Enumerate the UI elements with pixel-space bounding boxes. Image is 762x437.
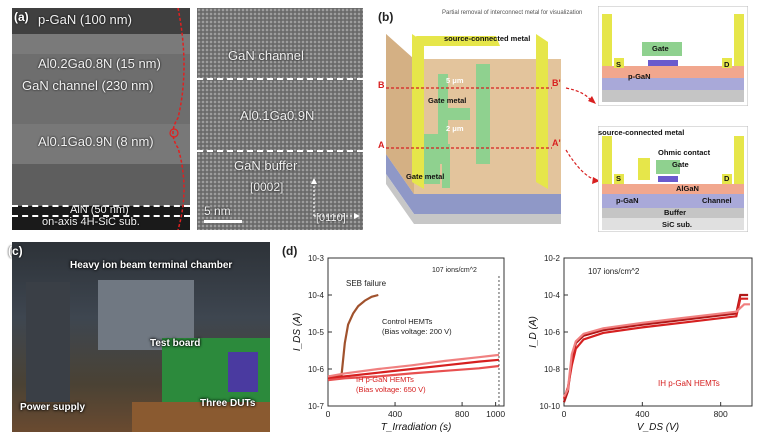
xa-channel: Channel [702, 196, 732, 205]
label-dim-5um: 5 μm [446, 76, 464, 85]
xa-buffer: Buffer [664, 208, 687, 217]
y-tick-label: 10-6 [308, 365, 325, 374]
xa-algan: AlGaN [676, 184, 699, 193]
label-gate-metal-1: Gate metal [428, 96, 467, 105]
xb-s: S [616, 60, 622, 69]
marker-a-prime: A' [552, 138, 561, 148]
y-tick-label: 10-3 [308, 254, 325, 263]
label-gate-metal-2: Gate metal [406, 172, 445, 181]
series-line [328, 293, 379, 378]
y-tick-label: 10-5 [308, 328, 325, 337]
y-tick-label: 10-8 [544, 365, 561, 374]
layer-algan-top: Al0.2Ga0.8N (15 nm) [38, 56, 161, 71]
marker-a: A [378, 140, 385, 150]
xa-ohmic: Ohmic contact [658, 148, 711, 157]
hr-gan-buffer: GaN buffer [234, 158, 298, 173]
tem-highres-image [197, 8, 363, 230]
panel-a: (a) p-GaN (100 nm) Al0.2Ga0.8N (15 nm) G… [0, 0, 372, 236]
hr-algan: Al0.1Ga0.9N [240, 108, 315, 123]
layer-pgan: p-GaN (100 nm) [38, 12, 132, 27]
x-tick-label: 800 [714, 409, 728, 419]
y-tick-label: 10-2 [544, 254, 561, 263]
layer-algan-bottom: Al0.1Ga0.9N (8 nm) [38, 134, 154, 149]
hr-dir-0110: [0110] [316, 212, 346, 224]
cross-section-b [598, 6, 748, 106]
label-power-supply: Power supply [20, 402, 86, 413]
hr-dir-0002: [0002] [250, 180, 284, 194]
panel-b: (b) Partial removal of interconnect meta… [372, 0, 762, 236]
x-tick-label: 1000 [486, 409, 505, 419]
y-tick-label: 10-4 [308, 291, 325, 300]
y-tick-label: 10-10 [540, 402, 561, 411]
xa-s: S [616, 174, 622, 183]
label-dim-2um: 2 μm [446, 124, 464, 133]
hr-scale-bar [204, 220, 242, 223]
marker-b: B [378, 80, 385, 90]
zoom-indicator [169, 8, 185, 230]
y-tick-label: 10-6 [544, 328, 561, 337]
hr-scale-label: 5 nm [204, 204, 231, 218]
tem-overview-image [12, 8, 190, 230]
label-duts: Three DUTs [200, 398, 256, 409]
x-tick-label: 0 [562, 409, 567, 419]
layer-gan-channel: GaN channel (230 nm) [22, 78, 154, 93]
label-chamber: Heavy ion beam terminal chamber [70, 260, 233, 271]
device-3d-illustration [386, 34, 561, 224]
panel-a-label: (a) [14, 10, 29, 24]
fluence-label: 107 ions/cm^2 [432, 267, 477, 274]
xa-gate: Gate [672, 160, 689, 169]
x-axis-label: V_DS (V) [637, 422, 679, 433]
ih-label-2: (Bias voltage: 650 V) [356, 385, 426, 394]
xb-gate: Gate [652, 44, 669, 53]
panel-c-label: (c) [8, 244, 23, 258]
y-tick-label: 10-7 [308, 402, 325, 411]
y-axis-label: I_D (A) [528, 316, 539, 348]
x-tick-label: 800 [455, 409, 469, 419]
fluence-label-2: 107 ions/cm^2 [588, 267, 640, 276]
panel-b-note: Partial removal of interconnect metal fo… [442, 10, 583, 16]
label-test-board: Test board [150, 338, 201, 349]
series-line [562, 293, 749, 403]
cross-section-a [598, 126, 748, 232]
layer-aln: AlN (50 nm) [70, 204, 129, 216]
marker-b-prime: B' [552, 78, 561, 88]
hr-gan-channel: GaN channel [228, 48, 304, 63]
y-axis-label: I_DS (A) [292, 313, 303, 351]
experiment-photo [12, 242, 270, 432]
chart-ids-vs-time: 10-7 10-6 10-5 10-4 10-3 0 400 800 1000 T_Irradia… [292, 254, 505, 433]
series-line [563, 303, 750, 398]
panel-d-label: (d) [282, 244, 298, 258]
ih-label-1: IH p-GaN HEMTs [356, 375, 414, 384]
x-axis-label: T_Irradiation (s) [381, 422, 452, 433]
chart-id-vs-vds: 10-10 10-8 10-6 10-4 10-2 0 400 800 V_DS (V) I_D … [528, 254, 753, 433]
xa-sic: SiC sub. [662, 220, 693, 229]
layer-substrate: on-axis 4H-SiC sub. [42, 216, 140, 228]
series-line [327, 358, 500, 380]
control-label-2: (Bias voltage: 200 V) [382, 327, 452, 336]
seb-label: SEB failure [346, 279, 387, 288]
xa-pgan: p-GaN [616, 196, 639, 205]
panel-c: (c) Heavy ion beam terminal chamber Test… [0, 240, 272, 437]
y-tick-label: 10-4 [544, 291, 561, 300]
panel-b-label: (b) [378, 10, 394, 24]
xb-d: D [724, 60, 730, 69]
series-line [327, 364, 500, 382]
x-tick-label: 0 [326, 409, 331, 419]
series-line [327, 353, 500, 378]
xb-pgan: p-GaN [628, 72, 651, 81]
control-label-1: Control HEMTs [382, 317, 433, 326]
xa-source-metal: source-connected metal [598, 128, 685, 137]
x-tick-label: 400 [388, 409, 402, 419]
label-source-metal-3d: source-connected metal [444, 34, 531, 43]
xa-d: D [724, 174, 730, 183]
legend-label-2: IH p-GaN HEMTs [658, 379, 720, 388]
hr-axes-arrows [311, 178, 360, 219]
x-tick-label: 400 [635, 409, 649, 419]
cut-lines [386, 87, 600, 184]
